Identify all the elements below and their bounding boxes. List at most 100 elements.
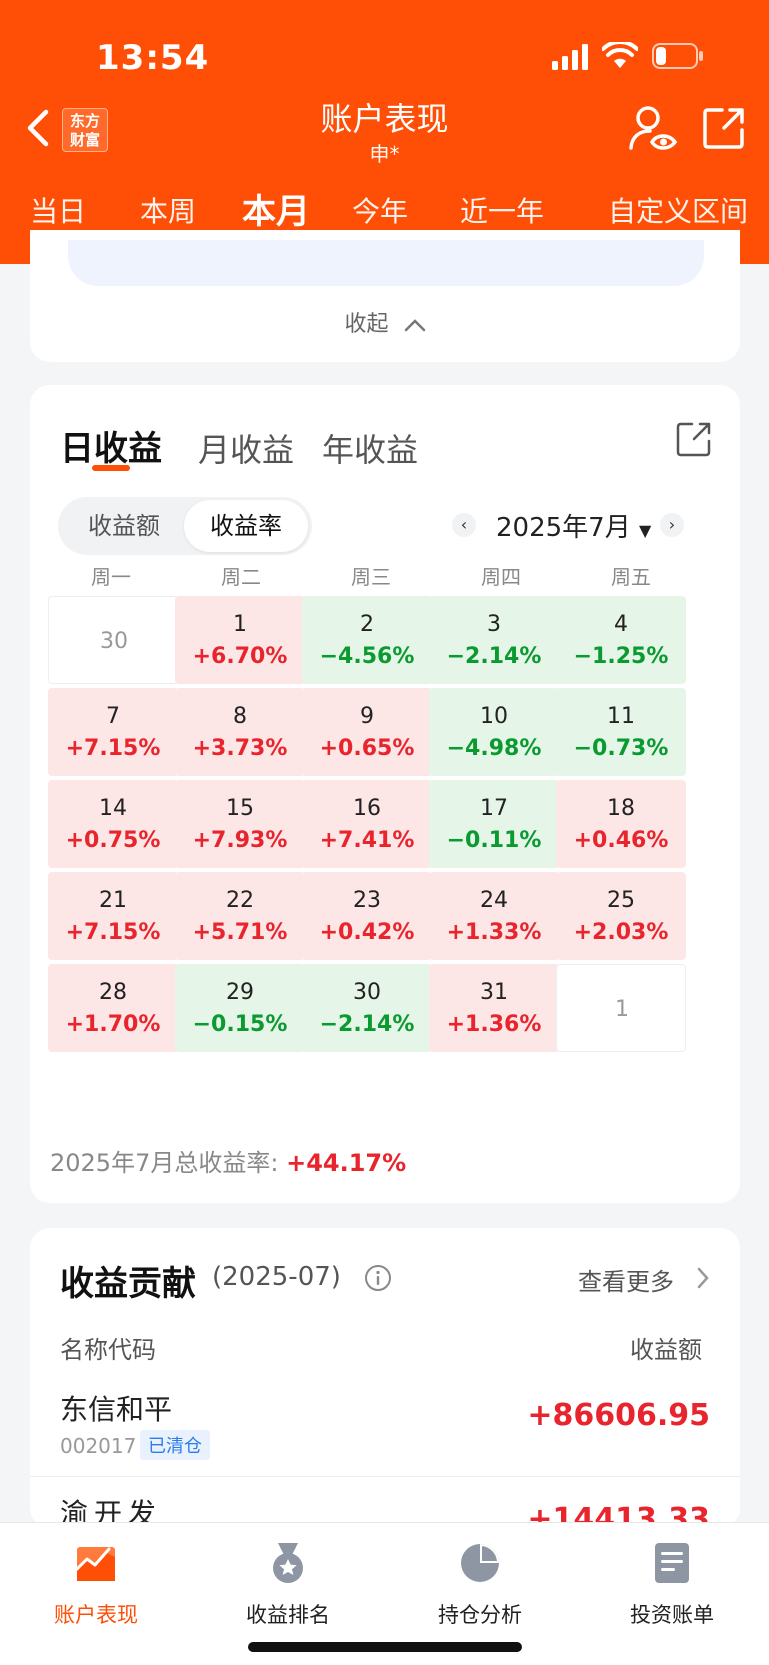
total-label: 2025年7月总收益率: [50, 1149, 279, 1177]
status-bar: 13:54 [0, 0, 769, 100]
app-header: 13:54 东方财富 账户表现 申* [0, 0, 769, 264]
weekday-label: 周五 [611, 565, 651, 589]
caret-down-icon: ▼ [638, 521, 652, 540]
calendar-day-cell[interactable]: 1 +6.70% [175, 596, 305, 684]
calendar-day-cell[interactable]: 14 +0.75% [48, 780, 178, 868]
calendar-day-cell: 30 [48, 596, 178, 684]
chevron-right-icon [697, 1267, 709, 1289]
calendar-day-cell[interactable]: 8 +3.73% [175, 688, 305, 776]
summary-hint-box [68, 240, 704, 286]
tab-monthly-returns[interactable]: 月收益 [198, 431, 295, 469]
day-number: 24 [480, 888, 508, 913]
calendar-day-cell[interactable]: 28 +1.70% [48, 964, 178, 1052]
weekday-label: 周四 [481, 565, 521, 589]
toggle-amount[interactable]: 收益额 [88, 512, 160, 540]
nav-account-performance[interactable]: 账户表现 [0, 1533, 192, 1643]
view-more-link[interactable]: 查看更多 [578, 1268, 674, 1296]
export-icon[interactable] [676, 421, 712, 457]
day-return-rate: −2.14% [319, 1012, 415, 1037]
nav-return-ranking[interactable]: 收益排名 [192, 1533, 384, 1643]
day-number: 3 [487, 612, 501, 637]
day-return-rate: +0.75% [65, 828, 161, 853]
battery-icon [652, 43, 703, 69]
calendar-day-cell[interactable]: 2 −4.56% [302, 596, 432, 684]
day-number: 25 [607, 888, 635, 913]
tab-yearly-returns[interactable]: 年收益 [322, 431, 419, 469]
calendar-day-cell[interactable]: 30 −2.14% [302, 964, 432, 1052]
tab-this-week[interactable]: 本周 [140, 195, 197, 228]
privacy-eye-icon[interactable] [628, 104, 678, 152]
nav-label: 账户表现 [54, 1603, 138, 1627]
share-icon[interactable] [702, 106, 746, 150]
day-number: 14 [99, 796, 127, 821]
day-return-rate: +7.41% [319, 828, 415, 853]
day-return-rate: +5.71% [192, 920, 288, 945]
calendar-day-cell[interactable]: 29 −0.15% [175, 964, 305, 1052]
day-return-rate: +6.70% [192, 644, 288, 669]
calendar-day-cell[interactable]: 11 −0.73% [556, 688, 686, 776]
calendar-day-cell[interactable]: 4 −1.25% [556, 596, 686, 684]
account-name: 申* [369, 142, 400, 166]
calendar-day-cell[interactable]: 10 −4.98% [429, 688, 559, 776]
weekday-label: 周一 [91, 565, 131, 589]
day-return-rate: −2.14% [446, 644, 542, 669]
day-number: 4 [614, 612, 628, 637]
calendar-day-cell[interactable]: 23 +0.42% [302, 872, 432, 960]
day-number: 16 [353, 796, 381, 821]
day-return-rate: +0.46% [573, 828, 669, 853]
day-return-rate: +7.15% [65, 920, 161, 945]
summary-card: 收起 [30, 230, 740, 362]
day-number: 31 [480, 980, 508, 1005]
page-title: 账户表现 [320, 100, 449, 138]
day-return-rate: +7.93% [192, 828, 288, 853]
value-mode-toggle: 收益额 收益率 [58, 497, 312, 555]
calendar-day-cell[interactable]: 3 −2.14% [429, 596, 559, 684]
calendar-day-cell[interactable]: 25 +2.03% [556, 872, 686, 960]
prev-month-button[interactable]: ‹ [452, 513, 476, 537]
tab-this-year[interactable]: 今年 [352, 195, 409, 228]
calendar-day-cell: 1 [556, 964, 686, 1052]
day-number: 2 [360, 612, 374, 637]
day-number: 23 [353, 888, 381, 913]
tab-last-year[interactable]: 近一年 [460, 195, 545, 228]
calendar-day-cell[interactable]: 15 +7.93% [175, 780, 305, 868]
column-header-value: 收益额 [630, 1336, 702, 1364]
calendar-day-cell[interactable]: 7 +7.15% [48, 688, 178, 776]
weekday-label: 周三 [351, 565, 391, 589]
day-return-rate: +0.42% [319, 920, 415, 945]
collapse-button[interactable]: 收起 [30, 306, 740, 338]
day-return-rate: −4.56% [319, 644, 415, 669]
column-header-name: 名称代码 [60, 1336, 156, 1364]
tab-custom-range[interactable]: 自定义区间 [608, 195, 749, 228]
calendar-day-cell[interactable]: 22 +5.71% [175, 872, 305, 960]
back-arrow-icon[interactable] [22, 108, 54, 148]
next-month-button[interactable]: › [660, 513, 684, 537]
tab-this-month[interactable]: 本月 [242, 192, 310, 232]
day-return-rate: +3.73% [192, 736, 288, 761]
calendar-day-cell[interactable]: 9 +0.65% [302, 688, 432, 776]
day-return-rate: +7.15% [65, 736, 161, 761]
info-icon[interactable] [364, 1264, 392, 1292]
weekday-label: 周二 [221, 565, 261, 589]
chevron-up-icon [404, 319, 425, 332]
tab-daily-returns[interactable]: 日收益 [60, 429, 162, 469]
calendar-day-cell[interactable]: 24 +1.33% [429, 872, 559, 960]
nav-holdings-analysis[interactable]: 持仓分析 [384, 1533, 576, 1643]
day-return-rate: +1.70% [65, 1012, 161, 1037]
day-number: 18 [607, 796, 635, 821]
calendar-day-cell[interactable]: 17 −0.11% [429, 780, 559, 868]
day-return-rate: +1.36% [446, 1012, 542, 1037]
nav-investment-statement[interactable]: 投资账单 [576, 1533, 768, 1643]
wifi-icon [602, 42, 638, 68]
month-dropdown[interactable]: 2025年7月 ▼ [496, 507, 651, 544]
tab-today[interactable]: 当日 [30, 195, 87, 228]
toggle-rate[interactable]: 收益率 [184, 500, 308, 552]
day-return-rate: −4.98% [446, 736, 542, 761]
stock-name: 东信和平 [60, 1393, 173, 1426]
day-number: 8 [233, 704, 247, 729]
calendar-day-cell[interactable]: 21 +7.15% [48, 872, 178, 960]
title-bar: 东方财富 账户表现 申* [0, 90, 769, 170]
calendar-day-cell[interactable]: 18 +0.46% [556, 780, 686, 868]
calendar-day-cell[interactable]: 31 +1.36% [429, 964, 559, 1052]
calendar-day-cell[interactable]: 16 +7.41% [302, 780, 432, 868]
